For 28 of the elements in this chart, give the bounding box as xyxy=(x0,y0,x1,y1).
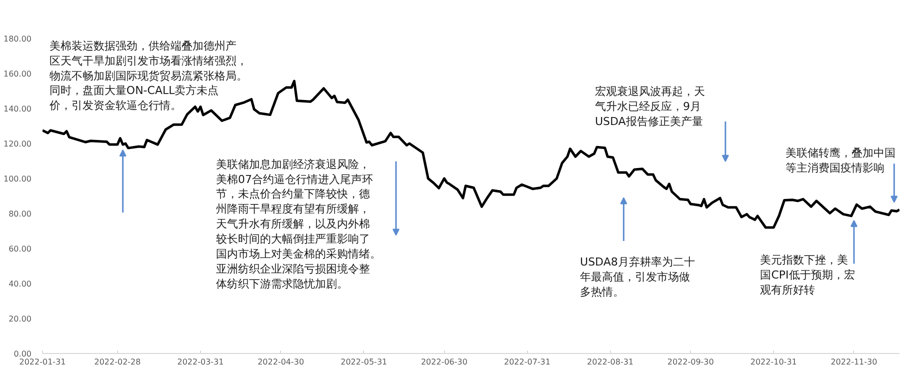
x-tick-label: 2022-11-30 xyxy=(830,358,878,366)
y-tick-label: 20.00 xyxy=(8,314,32,324)
annotation: 美联储转鹰，叠加中国等主消费国疫情影响 xyxy=(786,146,896,174)
y-tick-label: 40.00 xyxy=(8,280,32,288)
x-tick-label: 2022-10-31 xyxy=(750,358,797,366)
y-tick-label: 180.00 xyxy=(4,34,32,44)
y-tick-label: 0.00 xyxy=(14,350,32,358)
annotation: USDA8月弃耕率为二十年最高值，引发市场做多热情。 xyxy=(580,256,695,299)
x-tick-label: 2022-04-30 xyxy=(258,358,304,366)
x-tick-label: 2022-09-30 xyxy=(667,358,714,366)
text: 美联储加息加剧经济衰退风险，美棉07合约逼仓行情进入尾声环节，未点价合约量下降较快，德州降雨干旱程度有望有所缓解，天气升水有所缓解，以及内外棉较长时间的大幅倒挂严重影响了国内市场上对美金棉的采购情绪。亚洲纺织企业深陷亏损困境令整体纺织下游需求隐忧加剧。 xyxy=(216,158,382,290)
line-series xyxy=(42,80,900,229)
x-tick-label: 2022-06-30 xyxy=(420,358,468,366)
x-tick-label: 2022-03-31 xyxy=(177,358,224,366)
x-tick-label: 2022-01-31 xyxy=(19,358,66,366)
annotation: 宏观衰退风波再起，天气升水已经反应，9月USDA报告修正美产量 xyxy=(594,85,705,128)
y-tick-label: 120.00 xyxy=(4,140,32,148)
x-tick-label: 2022-02-28 xyxy=(94,358,141,366)
annotation: 美棉装运数据强劲，供给端叠加德州产区天气干旱加剧引发市场看涨情绪强烈，物流不畅加剧国际现货贸易流紧张格局。同时，盘面大量ON-CALL卖方未点价，引发资金软逼仓行情。 xyxy=(48,39,248,112)
y-tick-label: 80.00 xyxy=(8,210,32,218)
y-tick-label: 160.00 xyxy=(4,70,32,78)
x-tick-label: 2022-05-31 xyxy=(340,358,388,366)
y-tick-label: 140.00 xyxy=(4,104,32,114)
x-tick-label: 2022-08-31 xyxy=(587,358,634,366)
x-tick-label: 2022-07-31 xyxy=(504,358,550,366)
annotation: 美元指数下挫，美国CPI低于预期，宏观有所好转 xyxy=(760,253,855,296)
y-tick-label: 100.00 xyxy=(4,174,32,184)
y-tick-label: 60.00 xyxy=(8,244,32,254)
